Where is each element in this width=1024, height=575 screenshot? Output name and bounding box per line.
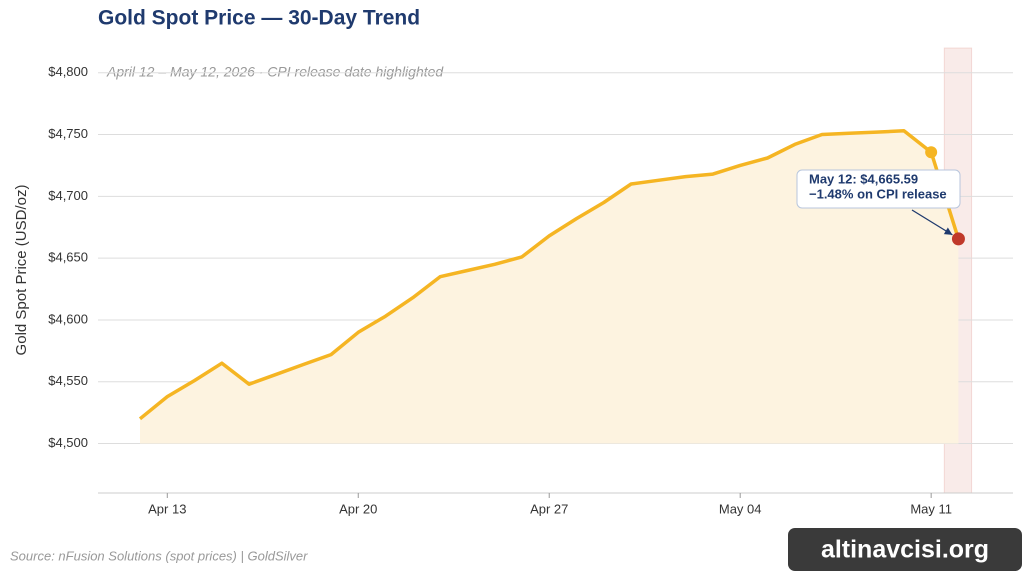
y-tick-label: $4,550 <box>48 373 88 388</box>
chart-subtitle: April 12 – May 12, 2026 · CPI release da… <box>106 64 444 80</box>
x-tick-label: May 04 <box>719 501 762 516</box>
y-tick-label: $4,500 <box>48 435 88 450</box>
annotation-text: −1.48% on CPI release <box>809 186 947 201</box>
x-tick-label: Apr 27 <box>530 501 568 516</box>
x-tick-label: Apr 20 <box>339 501 377 516</box>
price-line <box>138 129 961 421</box>
source-note: Source: nFusion Solutions (spot prices) … <box>10 548 308 563</box>
watermark-box <box>788 528 1022 571</box>
chart-title: Gold Spot Price — 30-Day Trend <box>98 7 420 30</box>
annotation-text: May 12: $4,665.59 <box>809 171 918 186</box>
y-tick-label: $4,700 <box>48 188 88 203</box>
y-tick-label: $4,650 <box>48 250 88 265</box>
y-tick-label: $4,600 <box>48 311 88 326</box>
y-tick-label: $4,800 <box>48 64 88 79</box>
y-axis-label: Gold Spot Price (USD/oz) <box>13 185 30 356</box>
x-tick-label: May 11 <box>910 501 952 516</box>
x-tick-label: Apr 13 <box>148 501 186 516</box>
cpi-point <box>951 232 965 246</box>
prev-point <box>925 146 938 159</box>
annotation-arrow <box>911 209 953 236</box>
area <box>140 130 959 444</box>
annotation-box <box>796 169 961 209</box>
watermark: altinavcisi.org <box>821 536 989 564</box>
y-tick-label: $4,750 <box>48 126 88 141</box>
